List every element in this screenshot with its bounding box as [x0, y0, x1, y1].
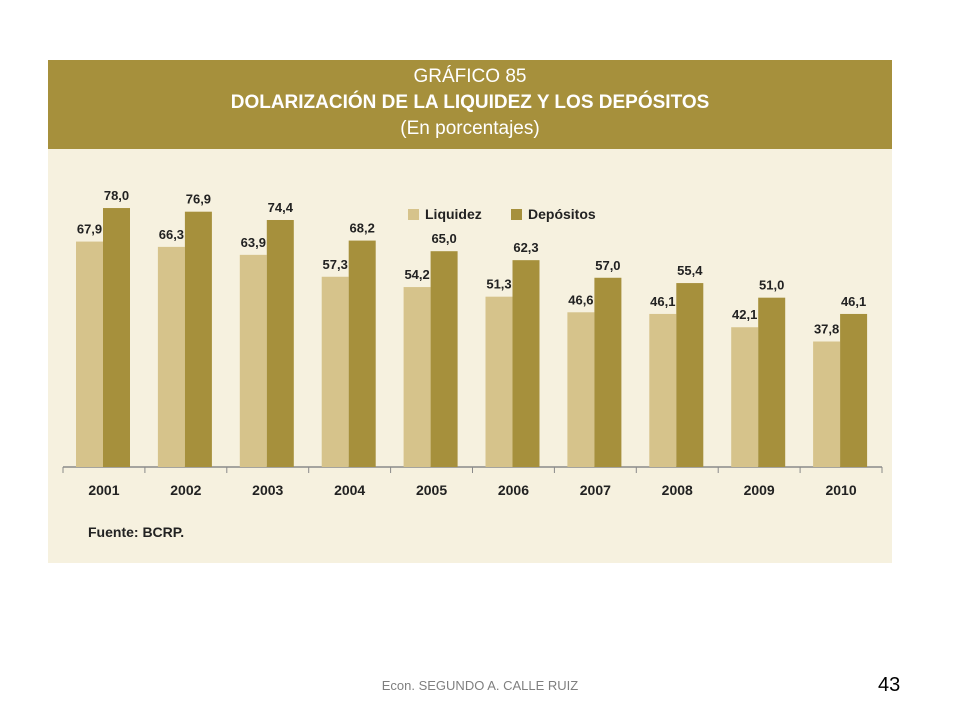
- x-tick-label: 2008: [662, 482, 693, 498]
- source-note: Fuente: BCRP.: [88, 524, 184, 540]
- data-label: 51,3: [486, 277, 511, 292]
- x-tick-label: 2005: [416, 482, 447, 498]
- data-label: 74,4: [268, 200, 294, 215]
- x-tick-label: 2010: [825, 482, 856, 498]
- bar-liquidez: [321, 276, 349, 467]
- legend-label: Liquidez: [425, 206, 482, 222]
- data-label: 78,0: [104, 188, 129, 203]
- bar-depositos: [512, 260, 540, 467]
- data-label: 46,1: [841, 294, 866, 309]
- bar-chart: 67,9 78,0 2001 66,3 76,9 2002 63,9 74,4 2003 57,3…: [62, 188, 883, 540]
- data-label: 66,3: [159, 227, 184, 242]
- data-label: 57,3: [323, 257, 348, 272]
- bar-depositos: [758, 297, 786, 467]
- chart-panel: GRÁFICO 85 DOLARIZACIÓN DE LA LIQUIDEZ Y…: [48, 60, 892, 563]
- bar-depositos: [348, 240, 376, 467]
- data-label: 62,3: [513, 240, 538, 255]
- data-label: 67,9: [77, 222, 102, 237]
- bar-depositos: [840, 313, 868, 467]
- bar-depositos: [103, 208, 130, 468]
- bar-liquidez: [567, 312, 595, 467]
- data-label: 65,0: [431, 231, 456, 246]
- data-label: 76,9: [186, 192, 211, 207]
- data-label: 46,6: [568, 292, 593, 307]
- bar-liquidez: [403, 287, 431, 467]
- bar-liquidez: [76, 241, 103, 467]
- bar-liquidez: [239, 254, 267, 467]
- legend-label: Depósitos: [528, 206, 596, 222]
- x-tick-label: 2006: [498, 482, 529, 498]
- data-label: 46,1: [650, 294, 675, 309]
- bar-liquidez: [649, 313, 677, 467]
- x-tick-label: 2001: [88, 482, 119, 498]
- footer-author: Econ. SEGUNDO A. CALLE RUIZ: [381, 678, 579, 693]
- chart-number: GRÁFICO 85: [413, 66, 527, 87]
- data-label: 63,9: [241, 235, 266, 250]
- chart-subtitle: (En porcentajes): [400, 118, 540, 139]
- bar-depositos: [430, 251, 458, 467]
- data-label: 51,0: [759, 278, 784, 293]
- slide-number: 43: [878, 674, 901, 696]
- bar-depositos: [184, 211, 212, 467]
- bar-liquidez: [731, 327, 759, 467]
- x-tick-label: 2007: [580, 482, 611, 498]
- legend-swatch-depositos: [511, 209, 522, 220]
- data-label: 57,0: [595, 258, 620, 273]
- bar-depositos: [676, 283, 704, 467]
- data-label: 42,1: [732, 307, 757, 322]
- x-tick-label: 2003: [252, 482, 283, 498]
- bar-depositos: [594, 277, 622, 467]
- bar-liquidez: [157, 246, 185, 467]
- data-label: 55,4: [677, 263, 703, 278]
- x-tick-label: 2004: [334, 482, 365, 498]
- bar-liquidez: [813, 341, 841, 467]
- x-tick-label: 2002: [170, 482, 201, 498]
- data-label: 54,2: [404, 267, 429, 282]
- legend-swatch-liquidez: [408, 209, 419, 220]
- data-label: 68,2: [350, 221, 375, 236]
- chart-title: DOLARIZACIÓN DE LA LIQUIDEZ Y LOS DEPÓSI…: [230, 92, 710, 113]
- bar-liquidez: [485, 296, 513, 467]
- chart-header: GRÁFICO 85 DOLARIZACIÓN DE LA LIQUIDEZ Y…: [48, 60, 892, 149]
- bar-depositos: [266, 219, 294, 467]
- data-label: 37,8: [814, 322, 839, 337]
- x-tick-label: 2009: [744, 482, 775, 498]
